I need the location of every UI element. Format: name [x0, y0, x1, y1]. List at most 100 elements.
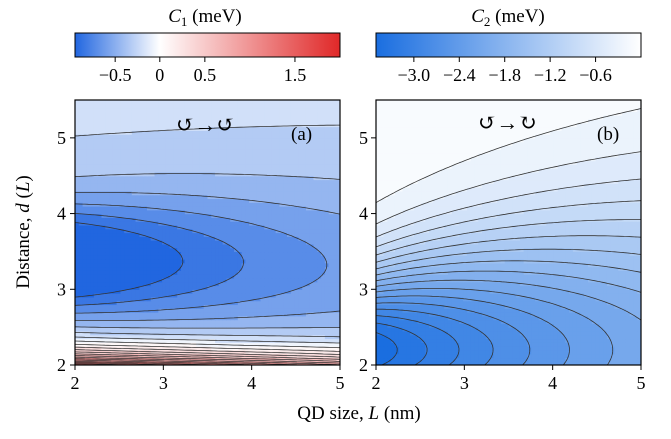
contour-cell	[234, 111, 239, 116]
contour-cell	[109, 308, 114, 313]
contour-cell	[226, 247, 231, 253]
contour-cell	[271, 281, 277, 287]
contour-cell	[298, 304, 303, 309]
contour-cell	[101, 300, 106, 306]
contour-cell	[237, 168, 243, 173]
contour-cell	[162, 255, 167, 260]
contour-cell	[78, 107, 84, 112]
contour-cell	[264, 137, 269, 143]
contour-cell	[241, 175, 246, 181]
contour-cell	[196, 187, 201, 192]
contour-cell	[143, 240, 148, 245]
contour-cell	[305, 304, 311, 309]
contour-cell	[139, 266, 144, 271]
contour-cell	[109, 122, 114, 128]
contour-cell	[75, 137, 80, 143]
contour-cell	[230, 187, 235, 192]
contour-cell	[135, 100, 140, 105]
contour-cell	[192, 190, 197, 196]
contour-cell	[332, 202, 337, 207]
contour-cell	[181, 247, 186, 253]
contour-cell	[124, 243, 129, 249]
contour-cell	[93, 277, 99, 283]
contour-cell	[192, 330, 197, 336]
contour-cell	[268, 361, 273, 365]
contour-cell	[90, 346, 95, 351]
contour-cell	[313, 289, 318, 294]
contour-cell	[309, 103, 315, 109]
contour-cell	[105, 315, 110, 321]
contour-cell	[264, 342, 269, 347]
contour-cell	[192, 308, 197, 313]
contour-cell	[211, 327, 216, 332]
contour-cell	[256, 342, 262, 347]
contour-cell	[336, 183, 340, 188]
contour-cell	[309, 327, 315, 332]
contour-cell	[86, 308, 91, 313]
contour-cell	[177, 115, 182, 120]
contour-cell	[324, 137, 330, 143]
contour-cell	[90, 323, 95, 328]
contour-cell	[131, 243, 137, 249]
contour-cell	[260, 179, 265, 184]
contour-cell	[154, 327, 159, 332]
contour-cell	[230, 228, 235, 234]
contour-cell	[305, 213, 311, 218]
contour-cell	[241, 240, 246, 245]
contour-cell	[78, 206, 84, 211]
contour-cell	[139, 179, 144, 184]
contour-cell	[116, 285, 122, 290]
contour-cell	[275, 300, 281, 306]
contour-cell	[211, 330, 216, 336]
contour-cell	[203, 202, 209, 207]
contour-cell	[93, 338, 99, 343]
contour-cell	[86, 357, 91, 362]
contour-cell	[264, 100, 269, 105]
contour-cell	[237, 217, 243, 222]
contour-cell	[154, 270, 159, 275]
contour-cell	[184, 221, 190, 226]
contour-cell	[279, 293, 284, 298]
contour-cell	[317, 349, 322, 355]
contour-cell	[128, 349, 133, 355]
contour-cell	[256, 224, 262, 230]
contour-cell	[199, 141, 205, 147]
contour-cell	[317, 270, 322, 275]
contour-cell	[116, 277, 122, 283]
contour-cell	[234, 168, 239, 173]
contour-cell	[294, 103, 299, 109]
contour-cell	[283, 319, 288, 324]
contour-cell	[128, 247, 133, 253]
contour-cell	[143, 187, 148, 192]
contour-cell	[260, 259, 265, 264]
contour-cell	[294, 190, 299, 196]
contour-cell	[317, 164, 322, 169]
contour-cell	[218, 126, 224, 131]
contour-cell	[207, 251, 212, 256]
contour-cell	[226, 312, 231, 317]
contour-cell	[135, 259, 140, 264]
contour-cell	[252, 338, 258, 343]
contour-cell	[283, 179, 288, 184]
contour-cell	[154, 179, 159, 184]
contour-cell	[143, 262, 148, 268]
contour-cell	[124, 334, 129, 340]
contour-cell	[192, 141, 197, 147]
contour-cell	[332, 221, 337, 226]
contour-cell	[154, 255, 159, 260]
contour-cell	[313, 357, 318, 362]
contour-cell	[162, 100, 167, 105]
contour-cell	[324, 100, 330, 105]
contour-cell	[256, 213, 262, 218]
contour-cell	[305, 100, 311, 105]
contour-cell	[128, 118, 133, 124]
contour-cell	[264, 262, 269, 268]
contour-cell	[124, 183, 129, 188]
contour-cell	[222, 274, 228, 279]
contour-cell	[128, 327, 133, 332]
contour-cell	[158, 259, 163, 264]
contour-cell	[294, 277, 299, 283]
contour-cell	[165, 338, 171, 343]
contour-cell	[283, 240, 288, 245]
contour-cell	[207, 115, 212, 120]
